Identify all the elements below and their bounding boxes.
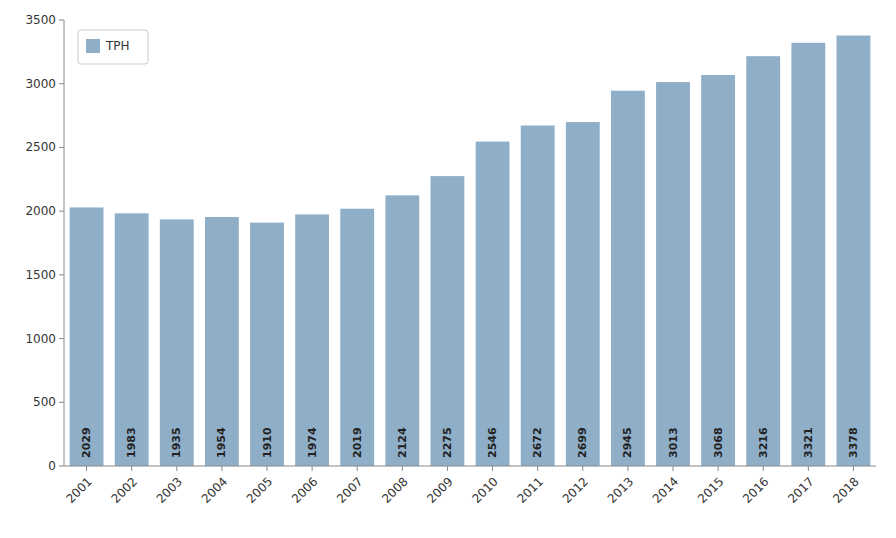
data-label: 2699 <box>576 427 589 458</box>
x-tick <box>447 466 448 471</box>
x-tick-label: 2013 <box>605 474 636 505</box>
x-tick <box>718 466 719 471</box>
y-tick-label: 500 <box>33 395 56 409</box>
x-tick <box>86 466 87 471</box>
x-tick-label: 2016 <box>740 474 771 505</box>
y-tick-label: 1000 <box>25 332 56 346</box>
data-label: 1954 <box>215 427 228 458</box>
x-tick-label: 2017 <box>785 474 816 505</box>
x-tick-label: 2001 <box>63 474 94 505</box>
legend: TPH <box>78 30 148 64</box>
x-tick <box>176 466 177 471</box>
y-tick <box>59 211 64 212</box>
x-tick-label: 2006 <box>289 474 320 505</box>
bar <box>701 75 735 466</box>
x-tick-label: 2002 <box>109 474 140 505</box>
x-tick <box>763 466 764 471</box>
data-label: 2019 <box>351 427 364 458</box>
x-tick <box>402 466 403 471</box>
data-label: 2124 <box>396 427 409 458</box>
bar <box>746 56 780 466</box>
y-tick-label: 0 <box>48 459 56 473</box>
y-tick <box>59 20 64 21</box>
data-label: 2275 <box>441 427 454 458</box>
bars <box>70 36 871 466</box>
x-tick-label: 2010 <box>469 474 500 505</box>
data-label: 3068 <box>712 427 725 458</box>
y-tick-label: 1500 <box>25 268 56 282</box>
y-axis-line <box>64 20 65 466</box>
bar <box>295 214 329 466</box>
x-tick-label: 2008 <box>379 474 410 505</box>
data-label: 1974 <box>306 427 319 458</box>
x-tick-label: 2007 <box>334 474 365 505</box>
bar <box>837 36 871 466</box>
bar <box>656 82 690 466</box>
bar <box>385 195 419 466</box>
data-label: 3321 <box>802 427 815 458</box>
x-tick-label: 2015 <box>695 474 726 505</box>
y-tick <box>59 466 64 467</box>
data-label: 1935 <box>170 427 183 458</box>
x-tick <box>267 466 268 471</box>
bar <box>431 176 465 466</box>
x-tick-label: 2009 <box>424 474 455 505</box>
x-tick <box>808 466 809 471</box>
data-label: 3216 <box>757 427 770 458</box>
x-tick <box>312 466 313 471</box>
chart: 2029 1983 1935 1954 1910 1974 2019 2124 2275 2546… <box>0 0 896 538</box>
x-tick <box>582 466 583 471</box>
data-label: 3378 <box>847 427 860 458</box>
bar <box>340 209 374 466</box>
bar <box>250 223 284 466</box>
y-tick-label: 2000 <box>25 204 56 218</box>
bar <box>476 142 510 466</box>
bar <box>791 43 825 466</box>
x-tick-label: 2012 <box>560 474 591 505</box>
y-tick <box>59 83 64 84</box>
x-tick <box>537 466 538 471</box>
x-tick <box>627 466 628 471</box>
y-tick-label: 3000 <box>25 77 56 91</box>
y-tick <box>59 147 64 148</box>
x-tick-label: 2004 <box>199 474 230 505</box>
x-tick <box>853 466 854 471</box>
y-tick <box>59 402 64 403</box>
bar <box>70 207 104 466</box>
bar <box>521 126 555 466</box>
x-tick <box>221 466 222 471</box>
y-tick <box>59 274 64 275</box>
x-tick-label: 2011 <box>515 474 546 505</box>
legend-label: TPH <box>105 39 130 53</box>
legend-swatch <box>86 39 100 53</box>
x-tick-label: 2014 <box>650 474 681 505</box>
data-label: 2029 <box>80 427 93 458</box>
bar <box>611 91 645 466</box>
bar <box>115 213 149 466</box>
data-label: 1983 <box>125 427 138 458</box>
data-label: 1910 <box>261 427 274 458</box>
x-tick <box>492 466 493 471</box>
x-tick <box>673 466 674 471</box>
data-label: 2546 <box>486 427 499 458</box>
data-label: 2672 <box>531 427 544 458</box>
bar <box>160 219 194 466</box>
bar <box>205 217 239 466</box>
x-tick-label: 2003 <box>154 474 185 505</box>
legend-box <box>78 30 148 64</box>
x-tick <box>357 466 358 471</box>
bar <box>566 122 600 466</box>
x-tick <box>131 466 132 471</box>
x-axis-line <box>64 466 876 467</box>
x-tick-label: 2005 <box>244 474 275 505</box>
y-tick-label: 2500 <box>25 140 56 154</box>
data-label: 3013 <box>667 427 680 458</box>
data-label: 2945 <box>621 427 634 458</box>
x-tick-label: 2018 <box>830 474 861 505</box>
y-tick <box>59 338 64 339</box>
y-tick-label: 3500 <box>25 13 56 27</box>
